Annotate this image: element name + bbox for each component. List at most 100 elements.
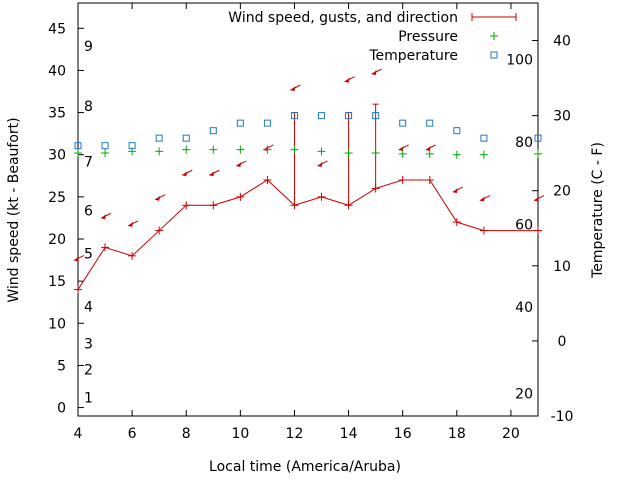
y-left-tick-label: 0 (57, 401, 66, 417)
x-tick-label: 12 (286, 426, 304, 442)
x-tick-label: 10 (231, 426, 249, 442)
beaufort-label: 7 (84, 154, 93, 170)
pressure-point (209, 145, 218, 154)
y-left-tick-label: 35 (48, 106, 66, 122)
temperature-point (480, 134, 488, 142)
temperature-point (290, 112, 298, 120)
fahrenheit-label: 20 (515, 386, 533, 402)
wind-direction-arrow (73, 254, 85, 262)
y-right-tick-label: -10 (551, 409, 574, 425)
fahrenheit-label: 100 (506, 52, 533, 68)
wind-speed-point (182, 201, 191, 210)
pressure-point (371, 149, 380, 158)
arrow-head (534, 196, 539, 202)
wind-speed-point (155, 226, 164, 235)
wind-direction-arrow (452, 186, 464, 194)
pressure-point (236, 145, 245, 154)
beaufort-label: 3 (84, 337, 93, 353)
legend-label: Temperature (368, 48, 458, 64)
legend: Wind speed, gusts, and direction Pressure… (228, 10, 517, 64)
beaufort-label: 8 (84, 99, 93, 115)
temperature-point (399, 119, 407, 127)
arrow-head (371, 70, 377, 76)
wind-direction-arrow (398, 144, 409, 151)
y-axis-left-label: Wind speed (kt - Beaufort) (6, 117, 22, 302)
arrow-head (398, 145, 404, 151)
wind-direction-arrow (236, 160, 247, 167)
arrow-head (209, 171, 215, 177)
temperature-point (534, 134, 542, 142)
x-tick-label: 6 (128, 426, 137, 442)
y-left-tick-label: 20 (48, 232, 66, 248)
legend-label: Wind speed, gusts, and direction (228, 10, 458, 26)
wind-speed-point (209, 201, 218, 210)
y-left-tick-label: 5 (57, 358, 66, 374)
y-axis-right-label: Temperature (C - F) (590, 142, 606, 279)
arrow-head (344, 77, 350, 83)
legend-marker-square (490, 51, 498, 59)
temperature-point (209, 127, 217, 135)
beaufort-label: 1 (84, 390, 93, 406)
y-left-tick-label: 40 (48, 63, 66, 79)
wind-speed-point (317, 192, 326, 201)
wind-direction-arrow (479, 195, 491, 202)
pressure-point (74, 149, 82, 158)
temperature-point (101, 142, 109, 150)
y-right-tick-label: 20 (553, 184, 571, 200)
temperature-point (263, 119, 271, 127)
axes: 4 6 8 10 12 14 16 18 20051015202530354045-100102… (48, 2, 574, 442)
wind-direction-arrow (182, 169, 193, 177)
y-left-tick-label: 25 (48, 190, 66, 206)
wind-direction-arrow (209, 169, 220, 177)
wind-speed-point (263, 176, 272, 184)
x-tick-label: 4 (74, 426, 83, 442)
pressure-point (425, 149, 434, 158)
y-right-tick-label: 40 (553, 34, 571, 50)
wind-direction-arrow (154, 194, 166, 201)
arrow-head (101, 214, 107, 220)
wind-speed-point (425, 176, 434, 184)
pressure-point (155, 147, 164, 156)
wind-speed-line (77, 179, 538, 290)
arrow-head (74, 256, 79, 262)
wind-speed-point (398, 176, 407, 184)
wind-direction-arrow (317, 160, 328, 167)
temperature-point (426, 119, 434, 127)
temperature-point (453, 127, 461, 135)
pressure-point (479, 150, 488, 159)
y-left-tick-label: 15 (48, 274, 66, 290)
arrow-head (236, 161, 242, 167)
wind-speed-point (128, 251, 137, 260)
series (73, 68, 545, 294)
pressure-point (452, 150, 461, 159)
arrow-head (128, 221, 134, 227)
y-right-tick-label: 30 (553, 109, 571, 125)
pressure-point (101, 149, 110, 158)
x-tick-label: 8 (182, 426, 191, 442)
plot-frame (77, 2, 539, 417)
temperature-point (155, 134, 163, 142)
temperature-point (236, 119, 244, 127)
wind-speed-point (534, 226, 542, 235)
pressure-point (344, 149, 353, 158)
arrow-head (452, 188, 458, 194)
beaufort-label: 5 (84, 246, 93, 262)
arrow-head (479, 196, 485, 202)
temperature-point (74, 142, 82, 150)
y-left-tick-label: 10 (48, 316, 66, 332)
x-axis-label: Local time (America/Aruba) (209, 459, 401, 475)
wind-speed-point (452, 218, 461, 227)
y-left-tick-label: 45 (48, 21, 66, 37)
temperature-point (318, 112, 326, 120)
wind-direction-arrow (127, 220, 139, 227)
fahrenheit-label: 40 (515, 300, 533, 316)
beaufort-label: 4 (84, 299, 93, 315)
y-right-tick-label: 0 (558, 334, 567, 350)
wind-direction-arrow (344, 76, 355, 83)
wind-direction-arrow (425, 144, 436, 151)
temperature-point (372, 112, 380, 120)
temperature-point (182, 134, 190, 142)
beaufort-label: 9 (84, 39, 93, 55)
temperature-point (128, 142, 136, 150)
